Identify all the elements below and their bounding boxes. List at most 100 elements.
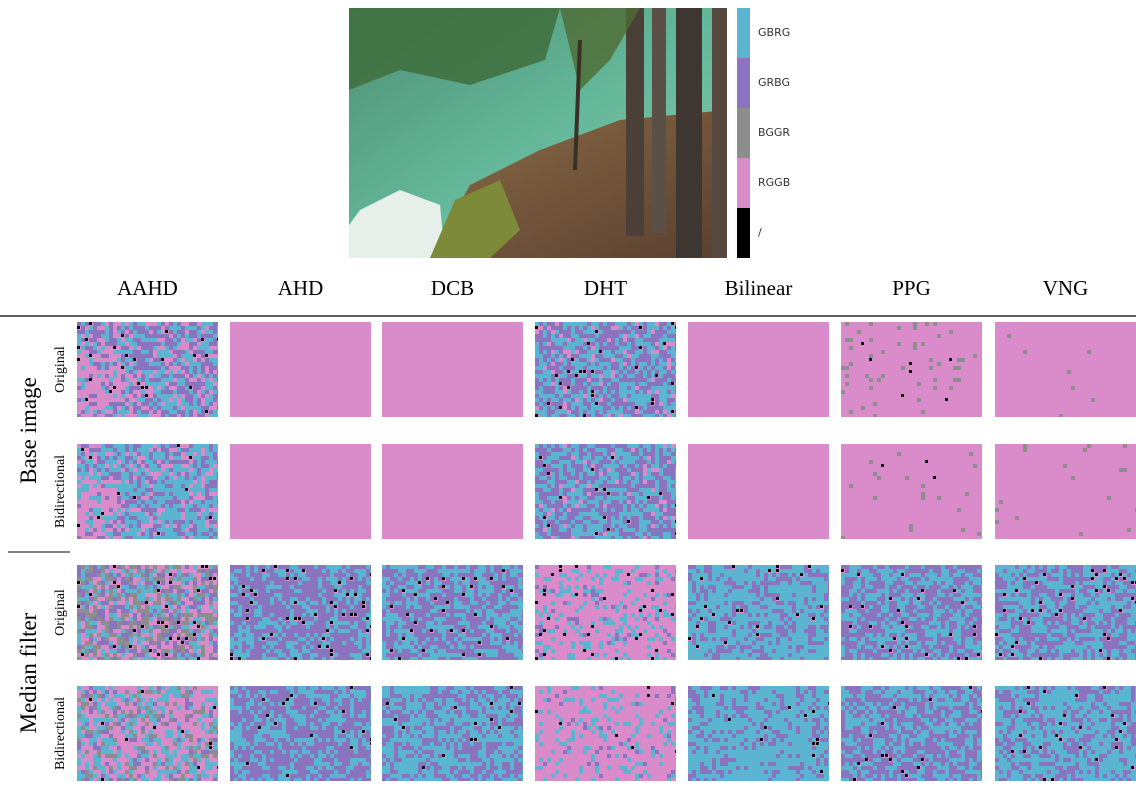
map-pixel — [587, 536, 591, 539]
map-pixel — [250, 601, 253, 604]
map-pixel — [93, 637, 97, 641]
map-pixel — [318, 657, 322, 660]
map-pixel — [157, 641, 161, 645]
map-pixel — [133, 633, 137, 637]
map-pixel — [543, 402, 547, 406]
map-pixel — [615, 468, 619, 472]
map-pixel — [322, 589, 326, 593]
map-pixel — [478, 593, 482, 597]
map-pixel — [238, 589, 242, 593]
map-pixel — [354, 637, 358, 641]
map-pixel — [173, 406, 177, 410]
map-pixel — [173, 342, 177, 346]
map-pixel — [555, 370, 559, 374]
map-pixel — [77, 605, 80, 608]
map-pixel — [631, 350, 635, 354]
map-pixel — [446, 585, 450, 589]
map-pixel — [169, 585, 173, 589]
map-pixel — [607, 378, 611, 382]
map-pixel — [587, 520, 591, 524]
map-pixel — [113, 374, 117, 378]
map-pixel — [370, 589, 371, 593]
map-pixel — [117, 625, 121, 629]
map-pixel — [547, 362, 551, 366]
map-pixel — [611, 464, 615, 468]
map-pixel — [213, 488, 217, 492]
map-pixel — [603, 448, 607, 452]
map-pixel — [109, 633, 113, 637]
map-pixel — [306, 573, 310, 577]
map-pixel — [667, 448, 671, 452]
map-pixel — [667, 338, 671, 342]
map-pixel — [358, 653, 362, 657]
map-pixel — [583, 480, 587, 484]
map-pixel — [442, 613, 446, 617]
map-pixel — [193, 390, 197, 394]
map-pixel — [390, 593, 394, 597]
map-pixel — [667, 472, 671, 476]
map-pixel — [607, 504, 611, 508]
map-pixel — [595, 480, 599, 484]
map-pixel — [149, 581, 153, 585]
map-pixel — [121, 322, 125, 326]
map-pixel — [643, 322, 647, 326]
map-pixel — [105, 565, 109, 569]
map-pixel — [591, 350, 595, 354]
map-pixel — [185, 484, 189, 488]
map-pixel — [242, 569, 246, 573]
map-pixel — [141, 374, 145, 378]
map-pixel — [579, 390, 583, 394]
map-pixel — [117, 448, 121, 452]
map-pixel — [897, 326, 901, 330]
map-pixel — [587, 528, 591, 532]
map-pixel — [619, 452, 623, 456]
map-pixel — [434, 569, 438, 573]
map-pixel — [559, 346, 563, 350]
map-pixel — [675, 508, 676, 512]
map-pixel — [663, 452, 667, 456]
map-pixel — [121, 480, 125, 484]
map-pixel — [358, 637, 362, 641]
map-pixel — [410, 565, 414, 569]
map-pixel — [242, 625, 246, 629]
map-pixel — [250, 573, 254, 577]
map-pixel — [169, 625, 173, 629]
map-pixel — [298, 565, 302, 569]
map-pixel — [270, 597, 274, 601]
map-pixel — [627, 468, 631, 472]
map-pixel — [623, 488, 627, 492]
map-pixel — [185, 326, 189, 330]
map-pixel — [149, 342, 153, 346]
map-pixel — [607, 476, 611, 480]
map-pixel — [209, 358, 213, 362]
map-pixel — [161, 520, 165, 524]
map-pixel — [342, 645, 346, 649]
map-pixel — [286, 629, 290, 633]
map-pixel — [663, 402, 667, 406]
map-pixel — [635, 358, 639, 362]
map-pixel — [177, 338, 181, 342]
map-pixel — [563, 512, 567, 516]
map-pixel — [671, 322, 674, 325]
map-pixel — [165, 480, 169, 484]
map-pixel — [173, 536, 177, 539]
map-pixel — [197, 452, 201, 456]
map-pixel — [161, 512, 165, 516]
map-pixel — [145, 504, 149, 508]
map-pixel — [113, 520, 117, 524]
map-pixel — [125, 346, 129, 350]
map-pixel — [647, 386, 651, 390]
map-pixel — [185, 536, 189, 539]
map-pixel — [137, 500, 141, 504]
map-pixel — [643, 528, 647, 532]
map-pixel — [238, 569, 242, 573]
map-pixel — [466, 601, 470, 605]
map-pixel — [149, 346, 153, 350]
map-pixel — [406, 589, 410, 593]
map-pixel — [599, 362, 603, 366]
map-pixel — [181, 601, 185, 605]
map-pixel — [278, 569, 282, 573]
map-pixel — [587, 326, 591, 330]
map-pixel — [262, 589, 266, 593]
map-pixel — [563, 366, 567, 370]
